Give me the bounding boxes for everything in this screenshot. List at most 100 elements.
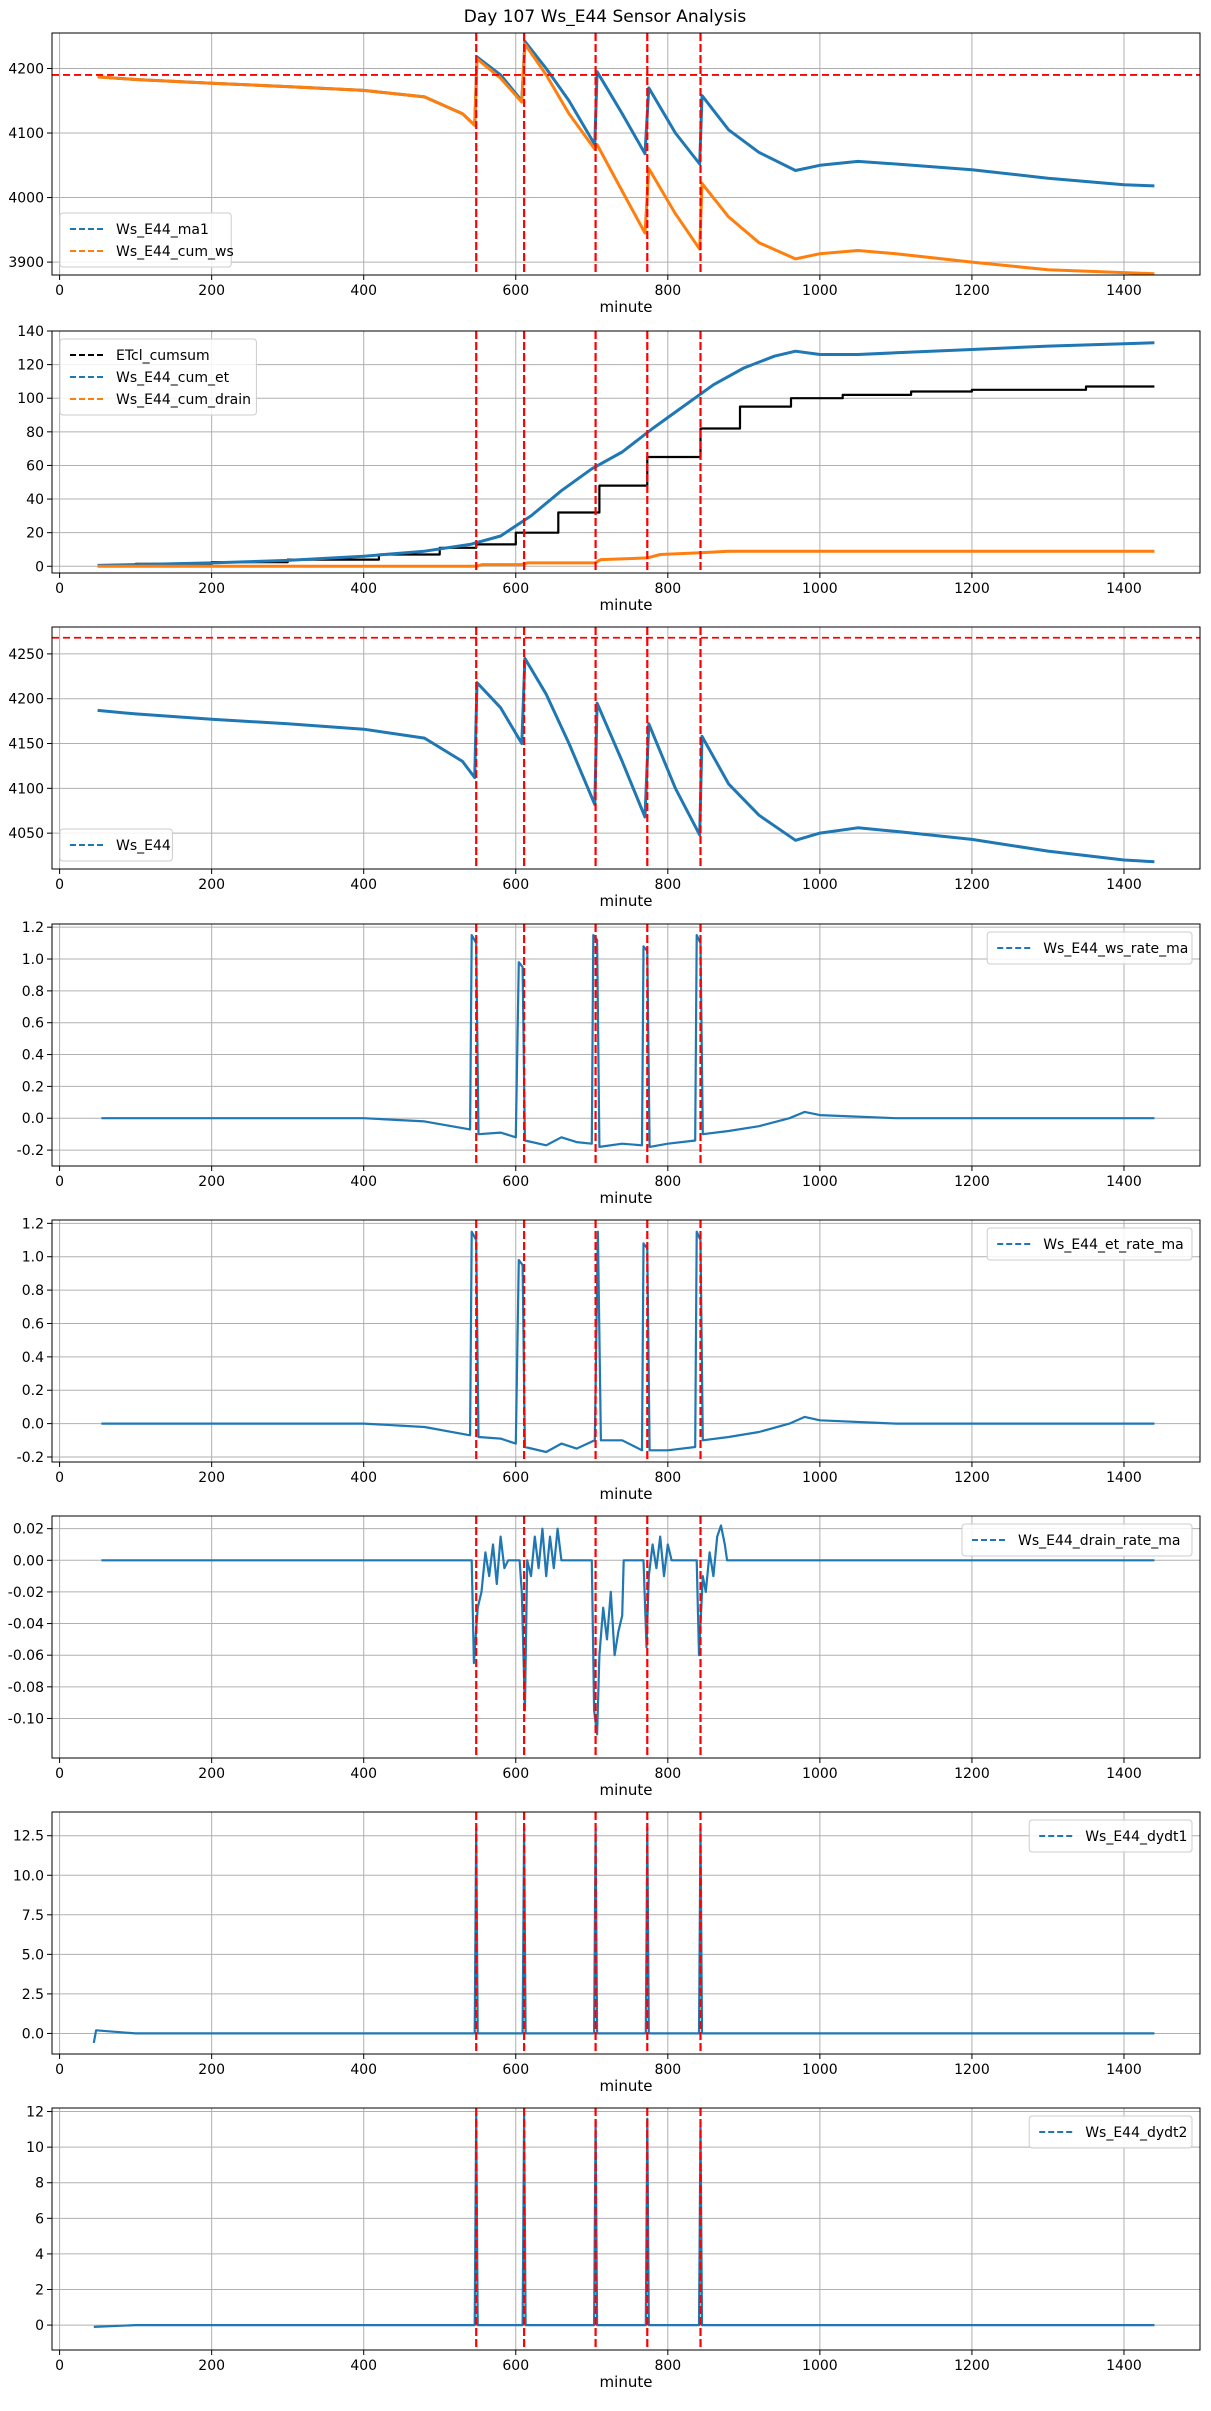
axes-frame <box>51 32 1201 276</box>
y-tick-label: 6 <box>35 2211 44 2227</box>
y-tick-label: 7.5 <box>22 1908 44 1924</box>
y-tick-label: 1.2 <box>22 1216 44 1232</box>
axes-frame <box>51 330 1201 574</box>
x-tick-label: 200 <box>198 1174 225 1190</box>
y-tick-label: -0.02 <box>8 1585 44 1601</box>
y-tick-label: 1.0 <box>22 952 44 968</box>
x-tick-label: 200 <box>198 1766 225 1782</box>
legend: Ws_E44_drain_rate_ma <box>961 1523 1193 1557</box>
axes-frame <box>51 1515 1201 1759</box>
x-tick-label: 1400 <box>1106 2062 1142 2078</box>
legend-label: Ws_E44_cum_drain <box>116 392 251 408</box>
x-tick-label: 1200 <box>954 1766 990 1782</box>
x-tick-label: 1200 <box>954 2358 990 2374</box>
legend: Ws_E44_dydt2 <box>1028 2115 1193 2149</box>
x-tick-label: 1000 <box>802 1470 838 1486</box>
series-line-Ws_E44_dydt1 <box>92 1826 1155 2044</box>
legend-box <box>986 931 1193 965</box>
x-tick-label: 1200 <box>954 283 990 299</box>
legend: Ws_E44_dydt1 <box>1028 1819 1193 1853</box>
x-tick-label: 1400 <box>1106 1470 1142 1486</box>
y-tick-label: -0.04 <box>8 1617 44 1633</box>
y-tick-label: 100 <box>17 391 44 407</box>
y-tick-label: 4100 <box>8 781 44 797</box>
x-tick-label: 1400 <box>1106 1766 1142 1782</box>
x-axis-label: minute <box>600 2373 653 2391</box>
x-tick-label: 200 <box>198 2062 225 2078</box>
x-tick-label: 400 <box>350 283 377 299</box>
plot-area <box>52 33 1200 275</box>
x-tick-label: 1000 <box>802 283 838 299</box>
chart-panel-4: 0 200 400 600 800 1000 1200 1400 -0.2 0.0 0.2 0.4 0.… <box>17 920 1201 1207</box>
x-tick-label: 800 <box>654 1174 681 1190</box>
legend: Ws_E44_ma1 Ws_E44_cum_ws <box>59 212 234 268</box>
x-tick-label: 0 <box>55 1470 64 1486</box>
x-tick-label: 800 <box>654 283 681 299</box>
legend-label: Ws_E44_et_rate_ma <box>1043 1237 1184 1253</box>
legend-box <box>961 1523 1193 1557</box>
y-tick-label: 8 <box>35 2176 44 2192</box>
x-tick-label: 1000 <box>802 877 838 893</box>
x-axis-label: minute <box>600 596 653 614</box>
axes-frame <box>51 923 1201 1167</box>
x-tick-label: 600 <box>502 581 529 597</box>
x-tick-label: 800 <box>654 1766 681 1782</box>
series-line-Ws_E44_cum_ws <box>97 42 1155 275</box>
y-tick-label: 1.0 <box>22 1250 44 1266</box>
y-tick-label: 12.5 <box>13 1829 44 1845</box>
y-tick-label: 0.00 <box>13 1553 44 1569</box>
x-tick-label: 400 <box>350 1766 377 1782</box>
x-tick-label: 600 <box>502 1766 529 1782</box>
legend-box <box>1028 2115 1193 2149</box>
x-tick-label: 1200 <box>954 1174 990 1190</box>
y-tick-label: 4150 <box>8 737 44 753</box>
legend-label: Ws_E44_cum_et <box>116 370 230 386</box>
x-tick-label: 800 <box>654 2062 681 2078</box>
x-tick-label: 1400 <box>1106 1174 1142 1190</box>
x-tick-label: 600 <box>502 2062 529 2078</box>
y-tick-label: 10.0 <box>13 1868 44 1884</box>
plot-area <box>52 627 1200 869</box>
x-tick-label: 400 <box>350 877 377 893</box>
x-tick-label: 800 <box>654 581 681 597</box>
x-axis-label: minute <box>600 2077 653 2095</box>
y-tick-label: 0.6 <box>22 1316 44 1332</box>
legend-label: Ws_E44_ma1 <box>116 222 209 238</box>
axes-frame <box>51 1219 1201 1463</box>
y-tick-label: 40 <box>26 492 44 508</box>
x-tick-label: 1200 <box>954 1470 990 1486</box>
chart-panel-6: 0 200 400 600 800 1000 1200 1400 -0.10 -0.08 -0.06… <box>8 1515 1201 1799</box>
plot-area <box>97 331 1155 573</box>
x-tick-label: 400 <box>350 2358 377 2374</box>
x-tick-label: 800 <box>654 1470 681 1486</box>
y-tick-label: 4 <box>35 2247 44 2263</box>
x-tick-label: 0 <box>55 1174 64 1190</box>
y-tick-label: -0.10 <box>8 1711 44 1727</box>
y-tick-label: 4200 <box>8 61 44 77</box>
y-tick-label: 10 <box>26 2140 44 2156</box>
legend-label: Ws_E44_ws_rate_ma <box>1043 941 1188 957</box>
plot-area <box>101 924 1155 1166</box>
y-tick-label: 12 <box>26 2105 44 2121</box>
x-tick-label: 0 <box>55 2358 64 2374</box>
legend: ETcl_cumsum Ws_E44_cum_et Ws_E44_cum_drain <box>59 338 257 416</box>
axes-frame <box>51 2107 1201 2351</box>
figure-title: Day 107 Ws_E44 Sensor Analysis <box>464 7 747 27</box>
y-tick-label: 0.4 <box>22 1048 44 1064</box>
x-tick-label: 1000 <box>802 581 838 597</box>
y-tick-label: 0 <box>35 559 44 575</box>
x-tick-label: 1400 <box>1106 581 1142 597</box>
y-tick-label: 4100 <box>8 126 44 142</box>
y-tick-label: 4000 <box>8 191 44 207</box>
x-tick-label: 200 <box>198 283 225 299</box>
x-tick-label: 1200 <box>954 877 990 893</box>
plot-area <box>93 2108 1155 2350</box>
legend-label: Ws_E44_dydt1 <box>1085 1829 1187 1845</box>
x-tick-label: 600 <box>502 1470 529 1486</box>
x-tick-label: 0 <box>55 581 64 597</box>
legend: Ws_E44_ws_rate_ma <box>986 931 1193 965</box>
series-line-Ws_E44_drain_rate_ma <box>101 1524 1155 1736</box>
plot-area <box>92 1812 1155 2054</box>
x-tick-label: 200 <box>198 581 225 597</box>
